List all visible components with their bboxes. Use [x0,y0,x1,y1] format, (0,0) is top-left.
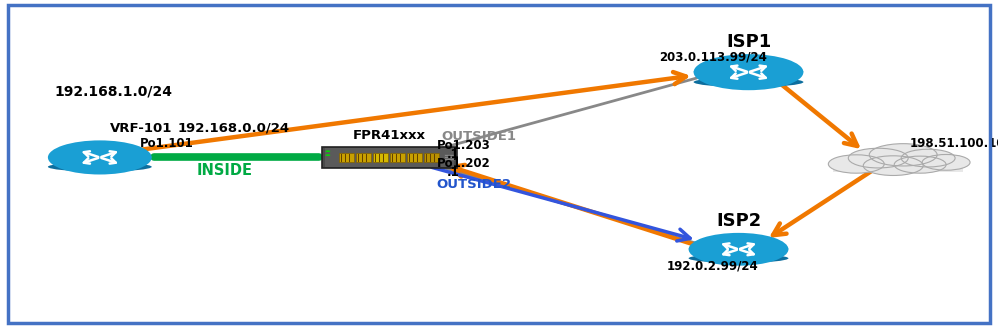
Text: VRF-101: VRF-101 [110,122,173,135]
Text: Po1.203: Po1.203 [437,139,491,152]
Ellipse shape [48,153,152,161]
Circle shape [863,156,923,175]
Ellipse shape [689,254,788,263]
Text: .1: .1 [447,167,460,179]
Circle shape [828,155,884,173]
Ellipse shape [694,77,803,87]
Text: 192.0.2.99/24: 192.0.2.99/24 [667,260,758,273]
FancyBboxPatch shape [444,154,454,155]
Ellipse shape [48,162,152,172]
FancyBboxPatch shape [424,153,439,162]
Circle shape [48,140,152,174]
Circle shape [325,150,330,152]
Text: OUTSIDE2: OUTSIDE2 [436,178,512,191]
Text: 192.168.0.0/24: 192.168.0.0/24 [178,122,289,135]
Text: Po1.101: Po1.101 [140,137,194,150]
Ellipse shape [694,67,803,76]
FancyBboxPatch shape [444,158,454,160]
FancyBboxPatch shape [339,153,354,162]
FancyBboxPatch shape [407,153,422,162]
FancyBboxPatch shape [833,163,963,172]
FancyBboxPatch shape [444,156,454,158]
FancyBboxPatch shape [355,153,371,162]
Circle shape [689,233,788,266]
FancyBboxPatch shape [321,147,456,168]
Circle shape [694,54,803,90]
Text: ISP2: ISP2 [716,212,761,230]
Text: 198.51.100.100: 198.51.100.100 [910,137,998,150]
Text: FPR41xxx: FPR41xxx [352,130,426,142]
Text: OUTSIDE1: OUTSIDE1 [441,131,517,143]
Ellipse shape [689,245,788,253]
Text: .1: .1 [447,148,460,161]
FancyBboxPatch shape [389,153,405,162]
Circle shape [325,154,330,156]
Text: 192.168.1.0/24: 192.168.1.0/24 [55,84,173,98]
Circle shape [901,149,955,167]
Text: 203.0.113.99/24: 203.0.113.99/24 [659,51,766,64]
Text: ISP1: ISP1 [726,32,771,51]
Circle shape [922,154,970,170]
Circle shape [894,156,946,173]
Text: INSIDE: INSIDE [197,163,252,178]
Circle shape [848,148,908,168]
Circle shape [869,144,937,166]
FancyBboxPatch shape [373,153,387,162]
Text: Po1.202: Po1.202 [437,157,491,170]
FancyBboxPatch shape [324,148,453,167]
